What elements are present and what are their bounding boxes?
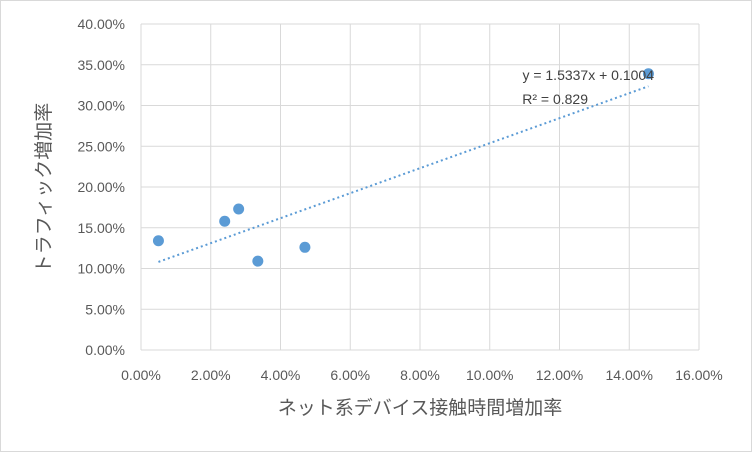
data-point <box>299 241 311 253</box>
x-tick-label: 16.00% <box>675 367 722 383</box>
y-tick-label: 30.00% <box>78 98 125 114</box>
x-tick-label: 12.00% <box>536 367 583 383</box>
data-point <box>233 203 245 215</box>
x-tick-label: 4.00% <box>261 367 301 383</box>
x-tick-label: 0.00% <box>121 367 161 383</box>
y-tick-label: 10.00% <box>78 261 125 277</box>
y-tick-label: 35.00% <box>78 57 125 73</box>
trendline-layer <box>158 85 649 263</box>
x-tick-label: 14.00% <box>606 367 653 383</box>
trendline-equation: y = 1.5337x + 0.1004 <box>522 67 654 83</box>
x-tick-label: 10.00% <box>466 367 513 383</box>
data-point <box>219 215 231 227</box>
x-tick-label: 6.00% <box>330 367 370 383</box>
y-tick-label: 40.00% <box>78 16 125 32</box>
trendline <box>158 85 649 263</box>
data-point <box>252 255 264 267</box>
y-tick-label: 5.00% <box>85 301 125 317</box>
tick-labels: 0.00% 2.00% 4.00% 6.00% 8.00% 10.00% 12.00% 14.… <box>78 16 723 383</box>
x-tick-label: 8.00% <box>400 367 440 383</box>
y-tick-label: 15.00% <box>78 220 125 236</box>
gridlines <box>140 23 700 351</box>
data-points <box>152 68 654 267</box>
y-tick-label: 0.00% <box>85 342 125 358</box>
data-point <box>152 235 164 247</box>
x-axis-title: ネット系デバイス接触時間増加率 <box>278 397 562 419</box>
y-tick-label: 20.00% <box>78 179 125 195</box>
y-tick-label: 25.00% <box>78 138 125 154</box>
r-squared-label: R² = 0.829 <box>522 91 588 107</box>
data-point <box>642 68 654 80</box>
x-tick-label: 2.00% <box>191 367 231 383</box>
y-axis-title: トラフィック増加率 <box>33 103 55 274</box>
